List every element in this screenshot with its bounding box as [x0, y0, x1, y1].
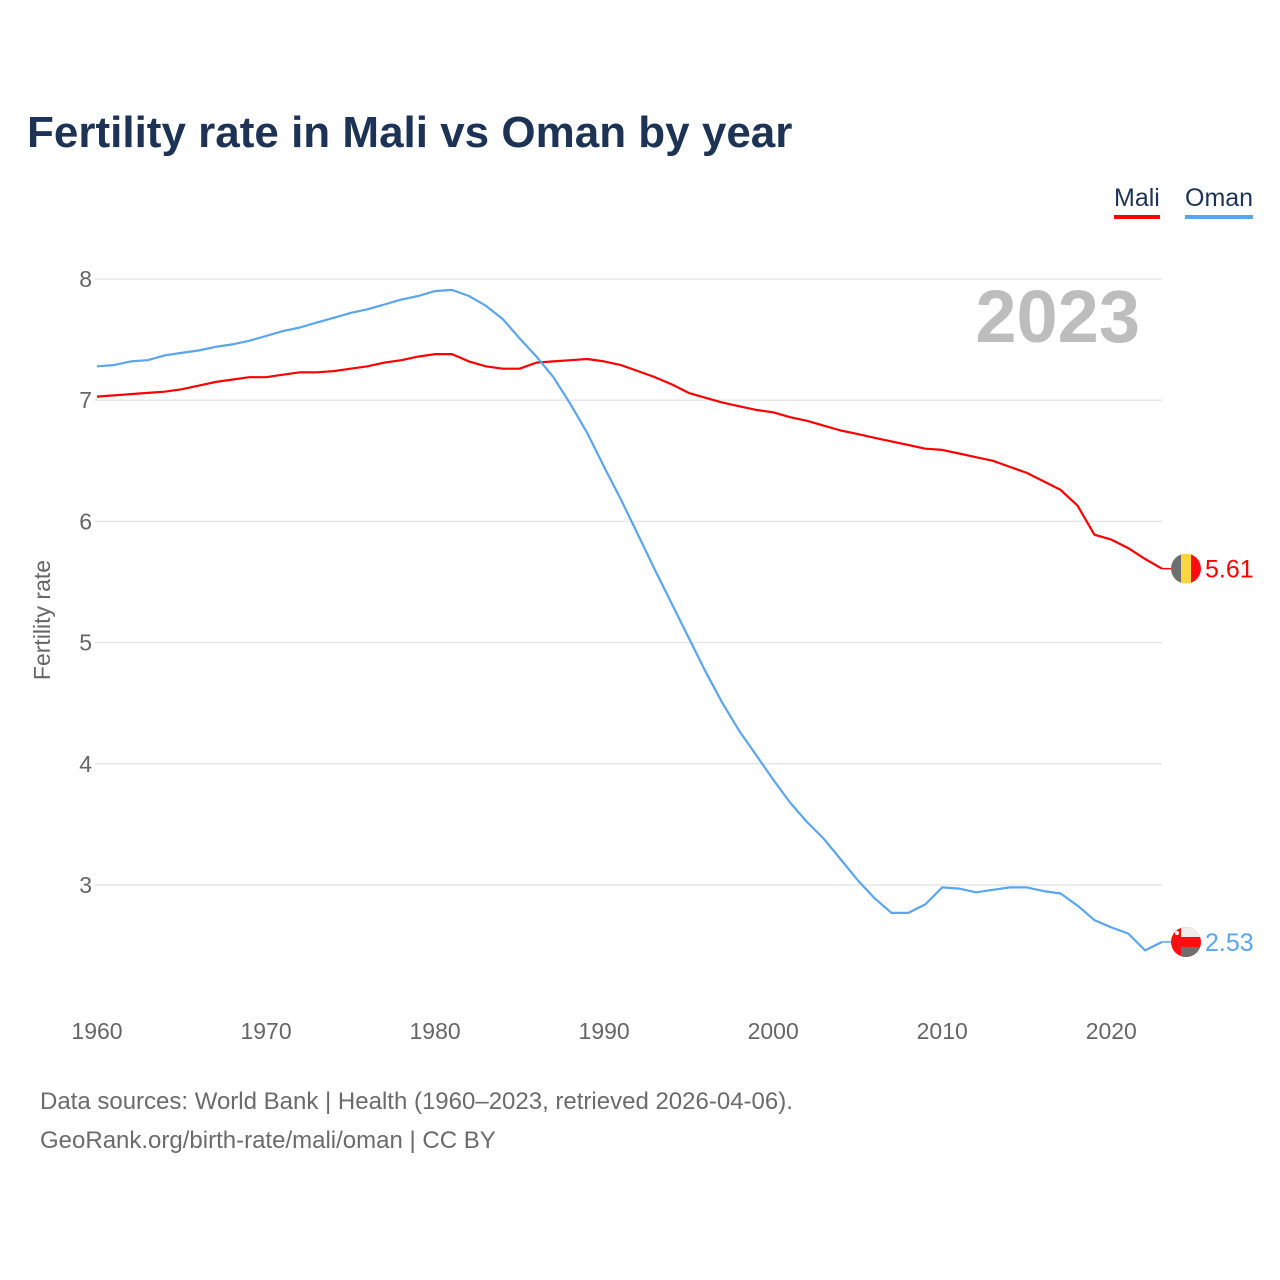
x-tick-label: 2010 — [917, 1018, 968, 1044]
end-value-oman: 2.53 — [1205, 929, 1254, 957]
y-axis-label: Fertility rate — [29, 560, 55, 680]
x-tick-label: 1980 — [410, 1018, 461, 1044]
series-line-mali — [96, 353, 1163, 570]
y-tick-label: 3 — [79, 872, 92, 898]
flag-mali-icon — [1171, 553, 1201, 584]
y-tick-label: 4 — [79, 751, 92, 777]
y-tick-label: 7 — [79, 387, 92, 413]
x-tick-label: 2000 — [748, 1018, 799, 1044]
y-tick-label: 5 — [79, 630, 92, 656]
y-tick-label: 8 — [79, 266, 92, 292]
x-tick-label: 1970 — [240, 1018, 291, 1044]
current-year-label: 2023 — [975, 275, 1140, 358]
footer-sources: Data sources: World Bank | Health (1960–… — [40, 1088, 793, 1115]
x-tick-label: 1990 — [579, 1018, 630, 1044]
end-value-mali: 5.61 — [1205, 556, 1254, 584]
footer-link[interactable]: GeoRank.org/birth-rate/mali/oman | CC BY — [40, 1127, 496, 1154]
y-tick-label: 6 — [79, 508, 92, 534]
x-tick-label: 2020 — [1086, 1018, 1137, 1044]
legend-oman[interactable]: Oman — [1185, 184, 1254, 219]
flag-oman-icon — [1171, 926, 1201, 957]
series-line-oman — [96, 288, 1163, 952]
legend-mali[interactable]: Mali — [1114, 184, 1160, 219]
chart-title: Fertility rate in Mali vs Oman by year — [27, 108, 793, 157]
x-tick-label: 1960 — [71, 1018, 122, 1044]
